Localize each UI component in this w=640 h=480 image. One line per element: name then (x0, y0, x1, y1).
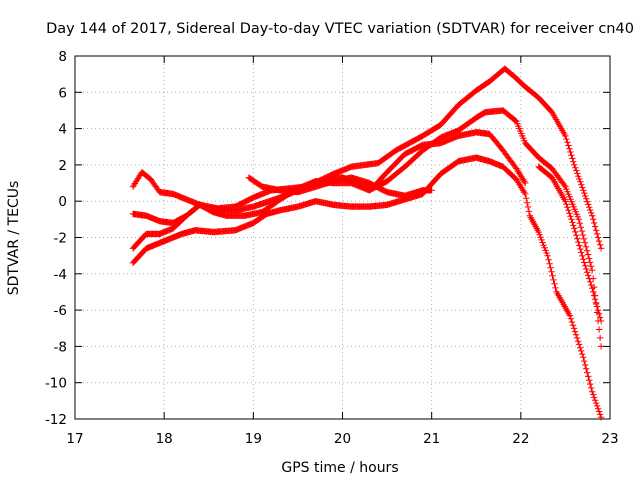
plus-markers (535, 163, 605, 325)
series-track-6 (535, 163, 605, 325)
x-tick-label: 19 (245, 431, 262, 447)
x-axis-label: GPS time / hours (281, 460, 398, 476)
y-tick-label: 8 (58, 49, 67, 65)
grid-lines (75, 56, 610, 419)
plus-markers (129, 154, 605, 421)
y-tick-label: -4 (54, 267, 67, 283)
x-tick-label: 17 (66, 431, 83, 447)
data-points (129, 65, 605, 421)
x-tick-label: 21 (423, 431, 440, 447)
plus-markers (245, 174, 435, 199)
chart-title: Day 144 of 2017, Sidereal Day-to-day VTE… (46, 21, 634, 37)
y-tick-label: -8 (54, 339, 67, 355)
y-tick-label: -12 (45, 412, 67, 428)
x-tick-label: 20 (334, 431, 351, 447)
y-tick-label: 0 (58, 194, 67, 210)
x-tick-label: 22 (512, 431, 529, 447)
y-tick-label: 6 (58, 85, 67, 101)
y-tick-label: -10 (45, 376, 67, 392)
y-tick-label: -2 (54, 231, 67, 247)
y-tick-label: -6 (54, 303, 67, 319)
x-tick-label: 18 (156, 431, 173, 447)
series-track-3 (129, 154, 605, 421)
series-track-5 (245, 174, 435, 199)
x-tick-label: 23 (601, 431, 618, 447)
y-axis-ticks: -12 -10 -8 -6 -4 -2 0 2 4 6 8 (45, 49, 610, 428)
x-axis-ticks: 17 18 19 20 21 22 23 (66, 56, 619, 447)
y-tick-label: 4 (58, 122, 67, 138)
y-axis-label: SDTVAR / TECUs (6, 181, 22, 296)
y-tick-label: 2 (58, 158, 67, 174)
